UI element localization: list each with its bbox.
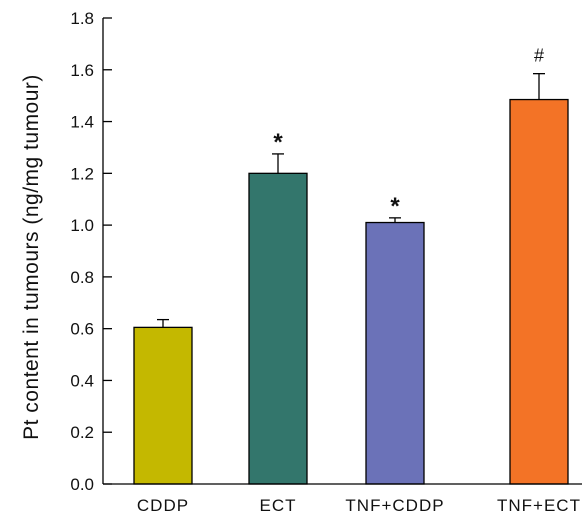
y-tick-label: 1.6: [70, 61, 94, 80]
y-tick-label: 0.8: [70, 268, 94, 287]
y-tick-label: 1.2: [70, 164, 94, 183]
y-tick-label: 0.6: [70, 320, 94, 339]
significance-marker: *: [390, 193, 400, 220]
y-axis: 0.0 0.2 0.4 0.6 0.8 1.0 1.2 1.4 1.6 1.8: [70, 9, 112, 494]
x-axis: CDDP ECT TNF+CDDP TNF+ECT: [103, 483, 582, 515]
y-tick-label: 1.4: [70, 113, 94, 132]
x-category-label: CDDP: [137, 496, 189, 515]
y-axis-label: Pt content in tumours (ng/mg tumour): [20, 74, 43, 440]
x-category-label: TNF+CDDP: [345, 496, 444, 515]
y-tick-label: 1.8: [70, 9, 94, 28]
y-tick-label: 1.0: [70, 216, 94, 235]
x-category-label: ECT: [260, 496, 297, 515]
bars: * * #: [133, 46, 569, 485]
bar-tnf-cddp: [365, 221, 425, 485]
y-tick-label: 0.2: [70, 423, 94, 442]
significance-marker: #: [534, 46, 544, 66]
bar-ect: [248, 172, 308, 485]
y-tick-label: 0.0: [70, 475, 94, 494]
bar-cddp: [133, 326, 193, 485]
bar-tnf-ect: [509, 98, 569, 485]
significance-marker: *: [273, 129, 283, 156]
x-category-label: TNF+ECT: [497, 496, 581, 515]
y-tick-label: 0.4: [70, 371, 94, 390]
